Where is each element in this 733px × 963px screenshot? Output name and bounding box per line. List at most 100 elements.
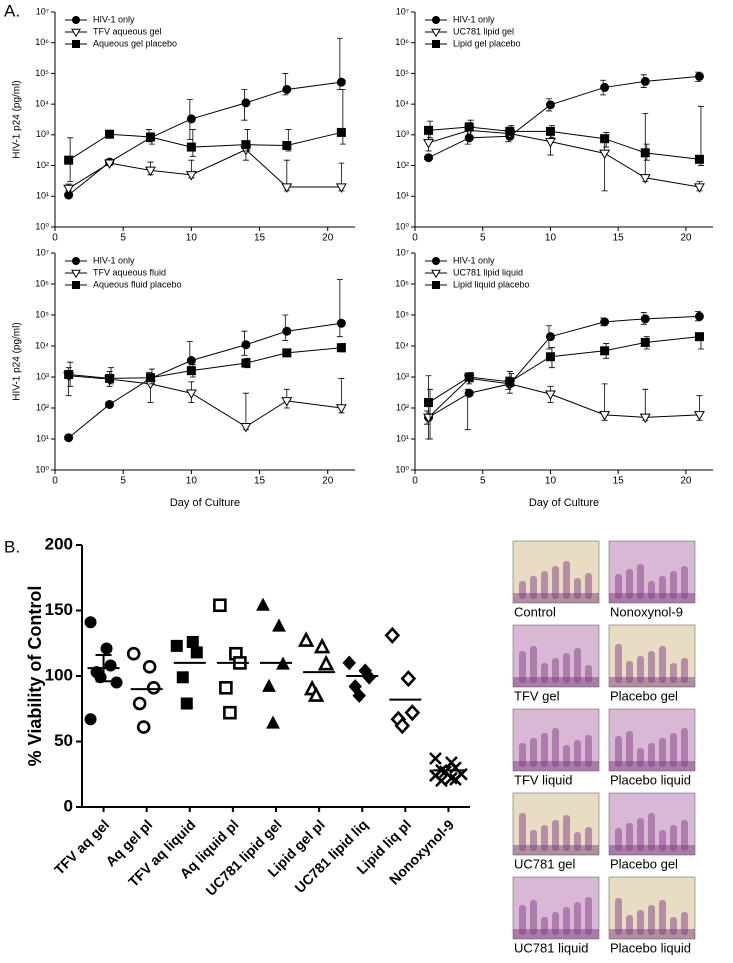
micrograph [574,902,581,935]
marker [145,132,155,142]
micrograph [563,815,570,851]
marker [186,114,196,124]
marker [170,639,183,652]
micrograph [563,561,570,599]
micrograph [648,651,655,683]
marker [256,597,270,611]
marker [600,134,610,144]
micrograph-caption: UC781 gel [514,856,576,871]
x-tick-label: 5 [480,476,486,487]
micrograph [541,825,548,851]
marker [281,397,293,407]
marker [694,332,704,342]
marker [435,774,448,788]
y-tick-label: 10⁵ [395,309,409,319]
x-tick-label: 0 [52,233,58,244]
marker [336,343,346,353]
y-tick-label: 10⁷ [396,6,409,16]
marker [241,140,251,150]
marker [424,153,434,163]
marker [313,637,331,654]
legend-label: Lipid gel placebo [453,38,521,48]
legend-label: Aqueous gel placebo [93,38,177,48]
marker [241,340,251,350]
y-tick-label: 10¹ [36,433,49,443]
marker [394,717,411,735]
micrograph [574,740,581,767]
micrograph [648,905,655,935]
marker [600,346,610,356]
marker [600,82,610,92]
marker [241,98,251,108]
marker [272,618,286,632]
legend-label: UC781 lipid liquid [453,267,523,277]
micrograph [615,898,622,935]
marker [142,660,157,674]
marker [544,137,556,148]
marker [449,773,462,786]
micrograph [513,845,599,855]
marker [266,715,280,729]
micrograph [519,905,526,935]
micrograph [552,820,559,851]
legend-label: TFV aqueous gel [93,26,162,36]
marker [317,654,335,671]
legend-label: Lipid liquid placebo [453,279,530,289]
micrograph [585,897,592,935]
y-tick-label: 10⁷ [396,247,409,257]
x-axis-label: Day of Culture [529,497,599,509]
error-bar [95,654,112,683]
y-tick-label: 10⁷ [36,6,49,16]
x-tick-label: 15 [613,476,625,487]
marker [104,159,116,169]
marker [336,77,346,87]
marker [132,696,147,711]
micrograph [670,571,677,599]
marker [429,752,442,765]
micrograph [585,573,592,599]
marker [282,84,292,94]
y-tick-label: 10⁴ [35,99,49,109]
x-tick-label: 10 [186,476,198,487]
marker [694,71,704,81]
y-tick-label: 10⁵ [35,68,49,78]
y-tick-label: 10⁵ [395,68,409,78]
x-tick-label: TFV aq gel [51,816,112,877]
micrograph [530,900,537,935]
legend-marker [432,40,440,48]
y-tick-label: 50 [54,731,73,750]
marker [639,174,651,184]
micrograph [530,738,537,767]
x-tick-label: 10 [545,233,557,244]
marker [185,171,197,181]
micrograph-caption: TFV liquid [514,772,573,787]
legend-marker [431,269,441,279]
y-tick-label: 10¹ [396,191,409,201]
marker [424,125,434,135]
y-tick-label: 0 [64,796,73,815]
y-tick-label: 10⁶ [35,37,49,47]
marker [110,676,123,689]
marker [190,646,203,659]
micrograph [513,677,599,687]
x-tick-label: 0 [52,476,58,487]
marker [423,413,435,424]
marker [63,184,75,195]
micrograph [519,651,526,683]
marker [219,680,233,695]
micrograph [670,825,677,851]
marker [146,680,161,695]
marker [545,352,555,362]
legend-marker [72,257,80,265]
marker [464,372,474,382]
micrograph-caption: Nonoxynol-9 [610,604,683,619]
x-tick-label: 20 [680,476,692,487]
legend-marker [431,28,441,38]
marker [297,631,315,647]
marker [185,389,197,400]
micrograph [609,593,695,603]
error-bar [642,112,649,183]
x-tick-label: 5 [120,233,126,244]
micrograph [637,564,644,599]
marker [64,155,74,165]
